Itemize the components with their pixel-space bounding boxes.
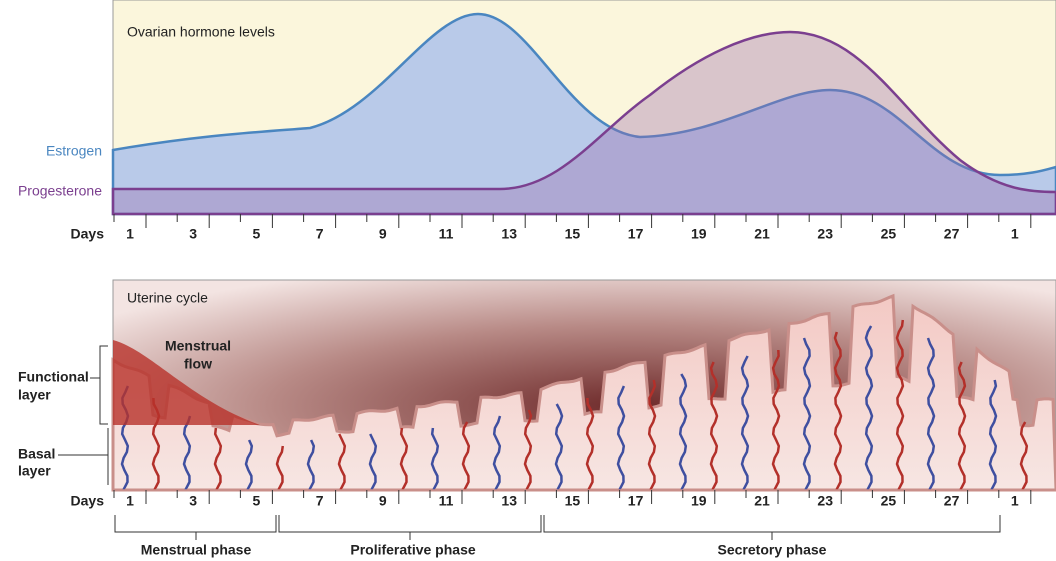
- day-label: 27: [944, 493, 960, 509]
- layer-label: layer: [18, 387, 51, 403]
- menstrual-flow: [113, 340, 260, 425]
- panel-title: Ovarian hormone levels: [127, 24, 275, 40]
- blood-vessel: [182, 415, 192, 490]
- day-label: 25: [881, 493, 897, 509]
- blood-vessel: [554, 403, 564, 490]
- day-label: 1: [1011, 226, 1019, 242]
- phase-brackets: [114, 515, 1001, 540]
- blood-vessel: [709, 361, 719, 490]
- day-label: 1: [126, 226, 134, 242]
- blood-vessel: [926, 337, 936, 490]
- phase-label: Secretory phase: [718, 542, 827, 558]
- axis-label: Days: [71, 493, 105, 509]
- blood-vessel: [306, 439, 316, 490]
- day-label: 9: [379, 493, 387, 509]
- blood-vessel: [957, 361, 967, 490]
- blood-vessel: [802, 337, 812, 490]
- blood-vessel: [244, 439, 254, 490]
- day-label: 17: [628, 493, 644, 509]
- day-label: 25: [881, 226, 897, 242]
- day-label: 11: [439, 493, 454, 509]
- blood-vessel: [740, 355, 750, 490]
- blood-vessel: [275, 445, 285, 490]
- day-label: 5: [253, 226, 261, 242]
- progesterone-label: Progesterone: [18, 183, 102, 199]
- progesterone-curve: [111, 30, 1056, 216]
- day-label: 9: [379, 226, 387, 242]
- blood-vessel: [771, 349, 781, 490]
- blood-vessel: [647, 379, 657, 490]
- blood-vessel: [492, 415, 502, 490]
- blood-vessel: [399, 427, 409, 490]
- blood-vessel: [833, 331, 843, 490]
- blood-vessel: [616, 385, 626, 490]
- day-label: 5: [253, 493, 261, 509]
- day-label: 15: [565, 226, 581, 242]
- day-label: 7: [316, 226, 324, 242]
- layer-label: Functional: [18, 369, 89, 385]
- flow-label-line: Menstrual: [165, 338, 231, 354]
- blood-vessel: [678, 373, 688, 490]
- day-label: 23: [817, 493, 833, 509]
- day-label: 21: [754, 493, 770, 509]
- day-label: 17: [628, 226, 644, 242]
- blood-vessel: [523, 409, 533, 490]
- layer-label: layer: [18, 463, 51, 479]
- phase-label: Proliferative phase: [350, 542, 475, 558]
- day-label: 3: [189, 493, 197, 509]
- estrogen-curve: [111, 12, 1056, 216]
- day-label: 19: [691, 226, 707, 242]
- blood-vessel: [461, 421, 471, 490]
- day-label: 23: [817, 226, 833, 242]
- layer-label: Basal: [18, 446, 55, 462]
- day-label: 19: [691, 493, 707, 509]
- day-label: 3: [189, 226, 197, 242]
- day-label: 1: [126, 493, 134, 509]
- blood-vessel: [368, 433, 378, 490]
- blood-vessel: [1019, 421, 1029, 490]
- blood-vessel: [337, 433, 347, 490]
- blood-vessel: [213, 427, 223, 490]
- blood-vessel: [430, 427, 440, 490]
- day-label: 7: [316, 493, 324, 509]
- estrogen-label: Estrogen: [46, 143, 102, 159]
- day-label: 13: [501, 493, 517, 509]
- day-label: 27: [944, 226, 960, 242]
- blood-vessel: [895, 319, 905, 490]
- panel-title: Uterine cycle: [127, 290, 208, 306]
- blood-vessel: [864, 325, 874, 490]
- day-label: 1: [1011, 493, 1019, 509]
- day-label: 11: [439, 226, 454, 242]
- blood-vessel: [585, 397, 595, 490]
- day-label: 13: [501, 226, 517, 242]
- endometrium: [111, 293, 1056, 492]
- phase-label: Menstrual phase: [141, 542, 252, 558]
- day-label: 15: [565, 493, 581, 509]
- day-label: 21: [754, 226, 770, 242]
- blood-vessel: [988, 379, 998, 490]
- layer-brackets: [58, 345, 109, 485]
- axis-label: Days: [71, 226, 105, 242]
- flow-label-line: flow: [184, 356, 212, 372]
